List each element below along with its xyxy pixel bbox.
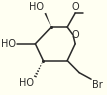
Text: HO: HO (1, 39, 16, 49)
Text: O: O (71, 2, 79, 12)
Text: HO: HO (29, 2, 44, 12)
Text: HO: HO (19, 78, 34, 88)
Polygon shape (45, 13, 51, 27)
Text: O: O (71, 30, 79, 40)
Text: Br: Br (92, 80, 103, 90)
